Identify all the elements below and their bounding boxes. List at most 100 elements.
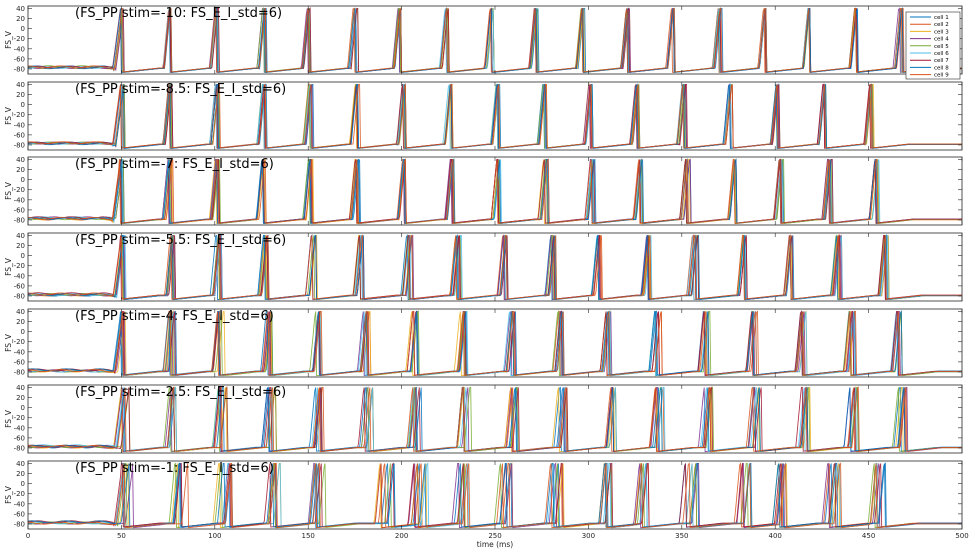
y-tick-label: 0 [21,25,25,33]
y-tick-label: -40 [14,424,25,432]
y-tick-label: -20 [14,35,25,43]
y-axis-label: FS_V [4,30,13,49]
legend-entry: cell 9 [934,73,949,79]
y-tick-label: 0 [21,480,25,488]
panel-title: (FS_PP stim=-4: FS_E_I_std=6) [75,309,274,324]
y-tick-label: -80 [14,520,25,528]
traces [27,82,962,150]
x-tick-label: 150 [302,532,315,540]
x-tick-label: 200 [395,532,408,540]
y-tick-label: 40 [16,81,25,89]
legend-entry: cell 2 [934,22,949,28]
y-tick-label: 20 [16,166,25,174]
y-tick-label: -40 [14,272,25,280]
y-axis-label: FS_V [4,409,13,428]
x-axis-label: time (ms) [477,540,513,549]
y-tick-label: 0 [21,176,25,184]
y-tick-label: -60 [14,282,25,290]
y-tick-label: -60 [14,206,25,214]
y-tick-label: -60 [14,510,25,518]
y-tick-label: 0 [21,328,25,336]
x-tick-label: 450 [862,532,875,540]
y-tick-label: 40 [16,156,25,164]
panel-title: (FS_PP stim=-1: FS_E_I_std=6) [75,461,274,476]
y-tick-label: -60 [14,358,25,366]
x-tick-label: 500 [955,532,968,540]
y-tick-label: -20 [14,414,25,422]
panel-3: 40 20 0 -20 -40 -60 -80 FS_V (FS_PP stim=-7: FS_… [4,156,963,226]
x-tick-label: 350 [675,532,688,540]
legend-entry: cell 4 [934,37,949,43]
y-tick-label: -20 [14,111,25,119]
x-tick-label: 400 [769,532,782,540]
legend-entry: cell 6 [934,51,949,57]
panel-title: (FS_PP stim=-2.5: FS_E_I_std=6) [75,385,286,400]
y-tick-label: -80 [14,65,25,73]
y-axis-label: FS_V [4,257,13,276]
y-tick-label: -80 [14,141,25,149]
y-tick-label: -40 [14,500,25,508]
panel-4: 40 20 0 -20 -40 -60 -80 FS_V (FS_PP stim=-5.5: F… [4,232,963,302]
y-tick-label: 20 [16,91,25,99]
x-tick-label: 250 [488,532,501,540]
y-tick-label: -40 [14,196,25,204]
y-axis-label: FS_V [4,485,13,504]
panel-title: (FS_PP stim=-7: FS_E_I_std=6) [75,157,274,172]
y-tick-label: -20 [14,186,25,194]
y-tick-label: -80 [14,216,25,224]
x-tick-label: 300 [582,532,595,540]
series-line [27,84,962,149]
y-tick-label: 40 [16,232,25,240]
traces [27,309,962,377]
panel-title: (FS_PP stim=-8.5: FS_E_I_std=6) [75,82,286,97]
y-tick-label: -60 [14,434,25,442]
y-tick-label: -20 [14,490,25,498]
x-tick-label: 0 [26,532,30,540]
y-tick-label: 40 [16,308,25,316]
panel-7: 40 20 0 -20 -40 -60 -80 FS_V (FS_PP stim=-1: FS_… [4,460,963,530]
x-tick-label: 50 [117,532,126,540]
series-line [27,462,962,528]
traces [27,385,962,453]
y-tick-label: -80 [14,368,25,376]
y-tick-label: 20 [16,394,25,402]
y-tick-label: 0 [21,252,25,260]
y-tick-label: 0 [21,101,25,109]
panel-1: 40 20 0 -20 -40 -60 -80 FS_V (FS_PP stim=-10: FS… [4,5,963,75]
y-axis-label: FS_V [4,181,13,200]
traces [27,157,962,225]
y-tick-label: 20 [16,470,25,478]
y-tick-label: 0 [21,404,25,412]
y-axis-label: FS_V [4,106,13,125]
y-axis-label: FS_V [4,333,13,352]
panel-6: 40 20 0 -20 -40 -60 -80 FS_V (FS_PP stim=-2.5: F… [4,384,963,454]
traces [27,233,962,301]
series-line [27,233,962,300]
y-tick-label: -80 [14,292,25,300]
panel-2: 40 20 0 -20 -40 -60 -80 FS_V (FS_PP stim=-8.5: F… [4,81,963,151]
y-tick-label: 20 [16,15,25,23]
y-tick-label: -40 [14,121,25,129]
y-tick-label: -40 [14,45,25,53]
panel-5: 40 20 0 -20 -40 -60 -80 FS_V (FS_PP stim=-4: FS_… [4,308,963,378]
y-tick-label: 20 [16,318,25,326]
legend-entry: cell 8 [934,65,949,71]
series-line [27,157,962,224]
y-tick-label: -40 [14,348,25,356]
legend-entry: cell 7 [934,58,949,64]
legend-entry: cell 1 [934,15,949,21]
legend-entry: cell 5 [934,44,949,50]
y-tick-label: -20 [14,262,25,270]
y-tick-label: 40 [16,384,25,392]
y-tick-label: 40 [16,5,25,13]
series-line [28,311,962,376]
y-tick-label: 40 [16,460,25,468]
panel-title: (FS_PP stim=-10: FS_E_I_std=6) [75,6,282,21]
y-tick-label: -60 [14,131,25,139]
legend-entry: cell 3 [934,29,949,35]
y-tick-label: -80 [14,444,25,452]
y-tick-label: 20 [16,242,25,250]
series-line [28,386,962,452]
